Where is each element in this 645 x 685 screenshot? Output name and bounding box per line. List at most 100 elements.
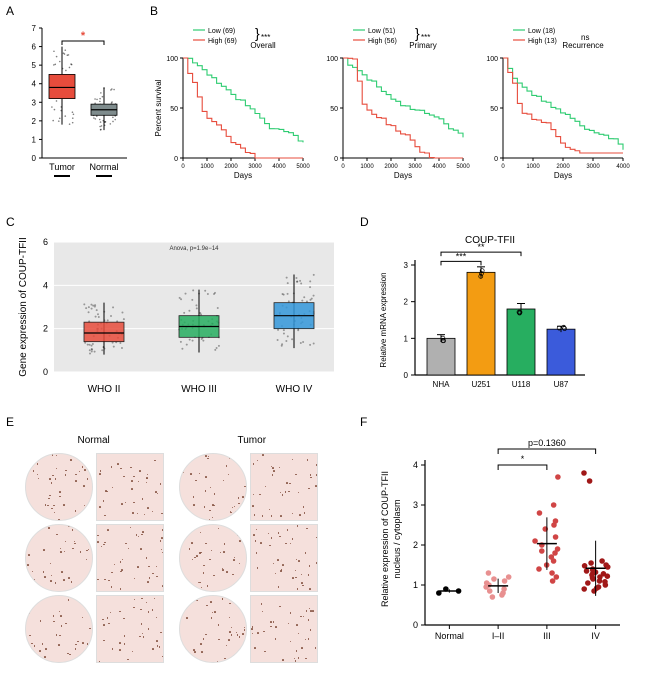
- panel-label-f: F: [360, 415, 367, 429]
- svg-text:U251: U251: [471, 380, 491, 389]
- svg-text:4: 4: [32, 80, 37, 89]
- svg-text:*: *: [81, 30, 86, 42]
- svg-text:NHA: NHA: [433, 380, 451, 389]
- svg-text:U87: U87: [554, 380, 569, 389]
- svg-text:Percent survival: Percent survival: [155, 79, 163, 136]
- svg-text:0: 0: [341, 164, 345, 170]
- panel-f-dotplot: 01234Relative expression of COUP-TFIInuc…: [370, 430, 635, 675]
- svg-text:3000: 3000: [248, 164, 262, 170]
- svg-text:0: 0: [404, 371, 409, 380]
- svg-text:***: ***: [421, 33, 430, 42]
- panel-label-d: D: [360, 215, 369, 229]
- svg-text:p=0.1360: p=0.1360: [528, 438, 566, 448]
- svg-text:Low (18): Low (18): [528, 28, 555, 35]
- svg-text:100: 100: [326, 56, 338, 63]
- histology-image: [25, 453, 93, 521]
- svg-text:nucleus / cytoplasm: nucleus / cytoplasm: [392, 499, 402, 578]
- svg-text:WHO III: WHO III: [181, 384, 217, 395]
- svg-text:Low (69): Low (69): [208, 28, 235, 35]
- svg-text:High (69): High (69): [208, 38, 237, 45]
- svg-text:4: 4: [43, 280, 48, 290]
- svg-text:Recurrence: Recurrence: [562, 41, 604, 50]
- svg-text:6: 6: [43, 237, 48, 247]
- svg-text:***: ***: [261, 33, 270, 42]
- svg-text:3: 3: [413, 500, 418, 510]
- svg-text:Days: Days: [234, 171, 252, 180]
- svg-text:50: 50: [490, 106, 498, 113]
- svg-text:5000: 5000: [456, 164, 470, 170]
- svg-text:4000: 4000: [432, 164, 446, 170]
- svg-text:50: 50: [170, 106, 178, 113]
- svg-text:0: 0: [181, 164, 185, 170]
- svg-text:3: 3: [404, 261, 409, 270]
- svg-text:1: 1: [413, 580, 418, 590]
- panel-d-barchart: 0123COUP-TFIIRelative mRNA expressionNHA…: [370, 230, 605, 405]
- svg-text:*: *: [521, 454, 525, 464]
- svg-text:0: 0: [413, 620, 418, 630]
- svg-text:Days: Days: [394, 171, 412, 180]
- histology-image: [96, 595, 164, 663]
- svg-text:4000: 4000: [616, 164, 630, 170]
- panel-label-a: A: [6, 4, 14, 18]
- svg-text:Normal: Normal: [435, 631, 464, 641]
- histology-image: [179, 595, 247, 663]
- panel-label-c: C: [6, 215, 15, 229]
- svg-text:0: 0: [494, 156, 498, 163]
- svg-text:Relative expression of COUP-TF: Relative expression of COUP-TFII: [380, 471, 390, 607]
- svg-text:IV: IV: [591, 631, 600, 641]
- svg-text:1: 1: [32, 135, 37, 144]
- svg-text:III: III: [543, 631, 551, 641]
- panel-c-boxplot: 0246Anova, p=1.9e−14Gene expression of C…: [12, 230, 352, 405]
- svg-text:WHO II: WHO II: [88, 384, 121, 395]
- svg-text:COUP-TFII: COUP-TFII: [465, 235, 515, 246]
- svg-text:7: 7: [32, 24, 37, 33]
- svg-text:100: 100: [166, 56, 178, 63]
- panel-b-survival: 050100010002000300040005000DaysPercent s…: [155, 18, 635, 183]
- svg-text:2: 2: [43, 324, 48, 334]
- svg-text:0: 0: [43, 367, 48, 377]
- histology-image: [179, 524, 247, 592]
- svg-text:Low (51): Low (51): [368, 28, 395, 35]
- svg-text:1000: 1000: [526, 164, 540, 170]
- histology-image: [25, 595, 93, 663]
- svg-text:}: }: [415, 25, 420, 41]
- svg-text:2: 2: [32, 117, 37, 126]
- panel-e-header: Normal: [78, 435, 110, 446]
- histology-image: [96, 453, 164, 521]
- svg-text:5000: 5000: [296, 164, 310, 170]
- svg-text:Overall: Overall: [250, 41, 276, 50]
- svg-text:0: 0: [334, 156, 338, 163]
- svg-text:5: 5: [32, 61, 37, 70]
- svg-text:50: 50: [330, 106, 338, 113]
- svg-text:3000: 3000: [586, 164, 600, 170]
- svg-text:3: 3: [32, 98, 37, 107]
- histology-image: [179, 453, 247, 521]
- panel-e-image-grid: Normal Tumor: [25, 435, 335, 666]
- svg-text:Days: Days: [554, 171, 572, 180]
- svg-text:I–II: I–II: [492, 631, 505, 641]
- svg-text:Relative mRNA expression: Relative mRNA expression: [379, 272, 388, 367]
- svg-text:2000: 2000: [224, 164, 238, 170]
- histology-image: [250, 524, 318, 592]
- svg-text:U118: U118: [512, 380, 531, 389]
- svg-text:**: **: [477, 242, 485, 252]
- svg-text:4: 4: [413, 460, 418, 470]
- svg-text:0: 0: [501, 164, 505, 170]
- svg-text:}: }: [255, 25, 260, 41]
- histology-image: [250, 453, 318, 521]
- svg-text:High (13): High (13): [528, 38, 557, 45]
- svg-text:2000: 2000: [384, 164, 398, 170]
- panel-e-header: Tumor: [238, 435, 267, 446]
- svg-text:3000: 3000: [408, 164, 422, 170]
- svg-text:Gene expression of COUP-TFII: Gene expression of COUP-TFII: [18, 237, 29, 377]
- svg-text:0: 0: [174, 156, 178, 163]
- svg-text:0: 0: [32, 154, 37, 163]
- svg-text:Tumor: Tumor: [49, 162, 75, 172]
- svg-text:WHO IV: WHO IV: [276, 384, 313, 395]
- svg-text:4000: 4000: [272, 164, 286, 170]
- svg-text:100: 100: [486, 56, 498, 63]
- panel-label-b: B: [150, 4, 158, 18]
- svg-text:***: ***: [456, 251, 467, 261]
- svg-text:1000: 1000: [200, 164, 214, 170]
- panel-label-e: E: [6, 415, 14, 429]
